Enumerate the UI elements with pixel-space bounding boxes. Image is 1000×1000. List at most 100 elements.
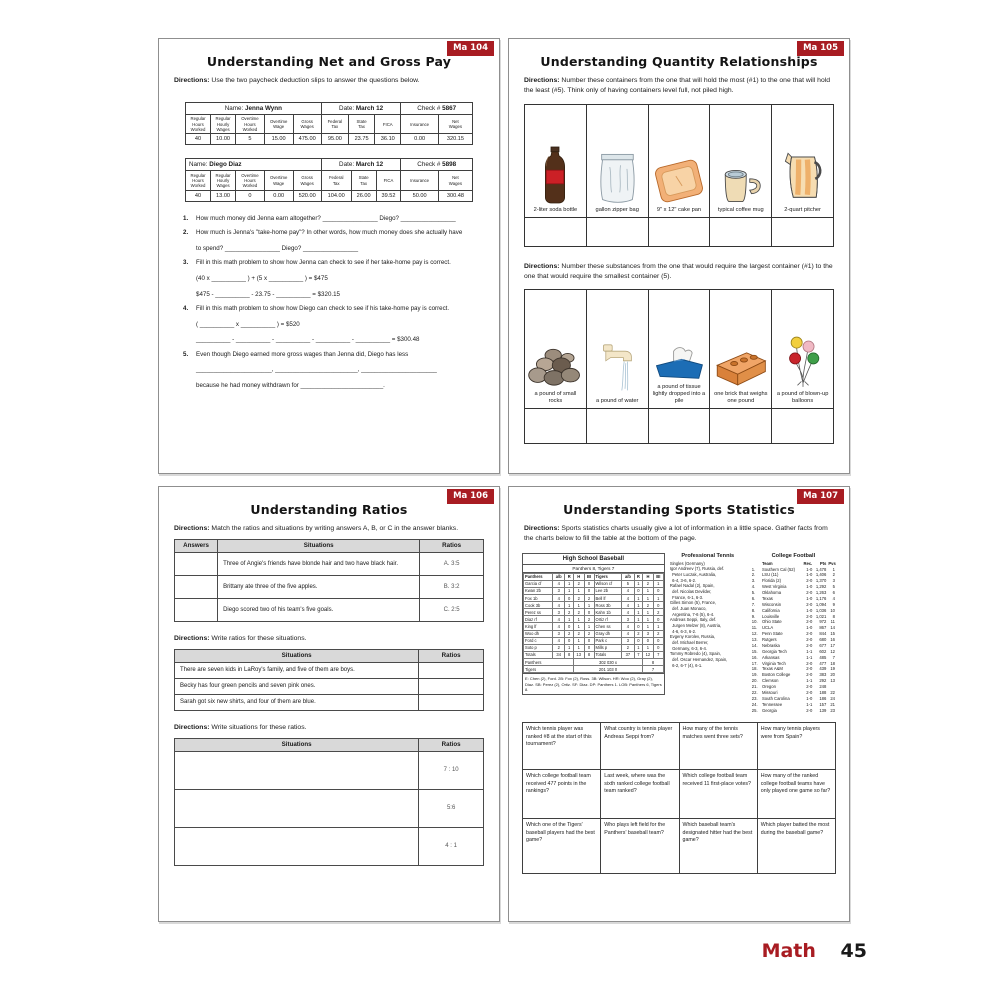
table-cell: 3 (642, 629, 654, 638)
ranking-row: 24. Tennessee 1-1 157 21 (751, 702, 836, 708)
table-cell: 4 (621, 601, 635, 610)
item-caption: a pound of blown-up balloons (776, 391, 829, 405)
column-header: Pvs. (828, 560, 836, 566)
directions-2: Directions: Write ratios for these situa… (174, 634, 484, 644)
question-line: __________ - __________ - __________ - _… (196, 336, 420, 344)
table-cell: 1-0 (806, 695, 813, 701)
table-cell (418, 693, 484, 711)
table-cell: 4 (621, 594, 635, 603)
directions-3: Directions: Write situations for these r… (174, 723, 484, 733)
slip-value: 0.00 (263, 189, 294, 202)
slip-value: 0 (235, 189, 265, 202)
column-header: FICA (375, 170, 402, 191)
table-row: Sarah got six new shirts, and four of th… (173, 693, 484, 711)
question-number: 4. (183, 305, 189, 313)
table-cell: 13. (751, 637, 758, 643)
table-cell: 1-1 (806, 648, 813, 654)
table-cell: 248 (819, 684, 827, 690)
column-header: Overtime Hours Worked (235, 170, 265, 191)
table-cell: 3 (551, 629, 566, 638)
table-cell: 188 (819, 689, 827, 695)
table-cell: 0 (652, 586, 664, 596)
table-cell: Ortiz rf (593, 615, 623, 624)
table-cell: 2 (642, 601, 654, 610)
table-cell: 1,370 (815, 578, 827, 584)
question-cell: Which one of the Tigers' baseball player… (521, 818, 602, 875)
table-cell: 2 (572, 629, 585, 638)
brick-icon (716, 352, 767, 386)
questions-grid: Which tennis player was ranked #8 at the… (509, 722, 849, 875)
table-cell: 6 (832, 590, 836, 596)
table-cell: 0 (583, 643, 595, 652)
table-cell: Rutgers (761, 637, 777, 643)
table-cell: UCLA (761, 625, 774, 631)
table-cell: 1 (572, 586, 585, 596)
table-cell: 1 (652, 579, 664, 588)
table-cell: 186 (819, 695, 827, 701)
question-line: ______________________, ________________… (196, 366, 437, 374)
table-cell: 1-0 (806, 566, 813, 572)
directions-text: Number these substances from the one tha… (524, 262, 833, 280)
table-cell: 2-0 (806, 578, 813, 584)
table-cell (173, 826, 420, 866)
table-cell: 4 (551, 622, 566, 631)
table-cell: 9. (751, 613, 756, 619)
paycheck-slip: Name: Diego Diaz Date: March 12 Check # 58… (184, 158, 474, 202)
table-cell: 2 (572, 579, 585, 588)
table-cell: 1-0 (806, 584, 813, 590)
question-line: ( __________ x __________ ) = $520 (196, 320, 300, 328)
directions-label: Directions: (174, 634, 210, 642)
table-cell: 1,176 (815, 595, 827, 601)
question-cell: Which college football team received 11 … (678, 769, 758, 820)
table-cell: California (761, 607, 780, 613)
slip-value: 475.00 (292, 133, 322, 146)
table-row: 7 : 10 (173, 750, 484, 790)
slip-value: 520.00 (292, 189, 322, 202)
baseball-box-score: High School Baseball Panthers 8, Tigers 7… (522, 552, 665, 696)
table-cell: 1 (564, 579, 574, 588)
table-cell (173, 574, 219, 599)
containers-grid: 2-liter soda bottle gallon zipper bag 9" x… (509, 103, 849, 247)
item-caption: a pound of water (596, 398, 639, 405)
item-cell: 2-liter soda bottle (524, 103, 587, 218)
question-line: to spend? ________________ Diego? ______… (196, 244, 359, 252)
footer-page-number: 45 (840, 940, 867, 962)
table-cell: 0 (633, 622, 644, 631)
water-icon (603, 344, 632, 391)
question-cell: How many of the ranked college football … (756, 769, 837, 820)
table-cell: 1 (642, 608, 654, 617)
table-cell: 4 (551, 579, 566, 588)
question-row: Which one of the Tigers' baseball player… (521, 818, 837, 875)
footer-section-label: Math (761, 940, 816, 962)
table-row: Cook 3b 4 1 1 1 Ross 3b 4 1 2 0 (523, 601, 664, 610)
table-cell: 20 (830, 672, 836, 678)
table-cell: 2-0 (806, 689, 813, 695)
zipper-bag-icon (600, 153, 635, 203)
table-cell: 4 (551, 615, 566, 624)
worksheet-page-quantity-relationships: Ma 105 Understanding Quantity Relationsh… (508, 38, 850, 474)
column-header: Regular Hours Worked (184, 170, 212, 191)
table-cell: Texas A&M (761, 666, 783, 672)
table-cell: 0 (633, 636, 644, 645)
table-row: King lf 4 0 1 1 Chen ss 4 0 1 1 (523, 622, 664, 631)
table-cell: 17 (830, 642, 836, 648)
substances-grid: a pound of small rocks a pound of water a … (509, 289, 849, 445)
question-cell: Which tennis player was ranked #8 at the… (521, 722, 602, 771)
soda-bottle-icon (545, 146, 566, 203)
table-cell: 0 (583, 586, 595, 596)
table-cell: Lee 2b (593, 586, 623, 596)
picture-grid: 2-liter soda bottle gallon zipper bag 9" x… (524, 103, 834, 247)
baseball-table: Panthers a/b R H BI Tigers a/b R H BI Garcia cf 4 1 2… (523, 572, 664, 674)
column-header: Insurance (400, 170, 439, 191)
table-cell: 1 (633, 579, 644, 588)
table-cell: 1 (642, 586, 654, 596)
column-header: a/b (551, 572, 566, 581)
page-tab: Ma 107 (797, 489, 844, 504)
table-cell: 18 (830, 660, 836, 666)
ranking-row: 10. Ohio State 2-0 972 11 (751, 619, 836, 625)
page-footer: Math 45 (762, 940, 867, 962)
column-header: Overtime Wage (263, 170, 294, 191)
table-cell: 1 (633, 601, 644, 610)
